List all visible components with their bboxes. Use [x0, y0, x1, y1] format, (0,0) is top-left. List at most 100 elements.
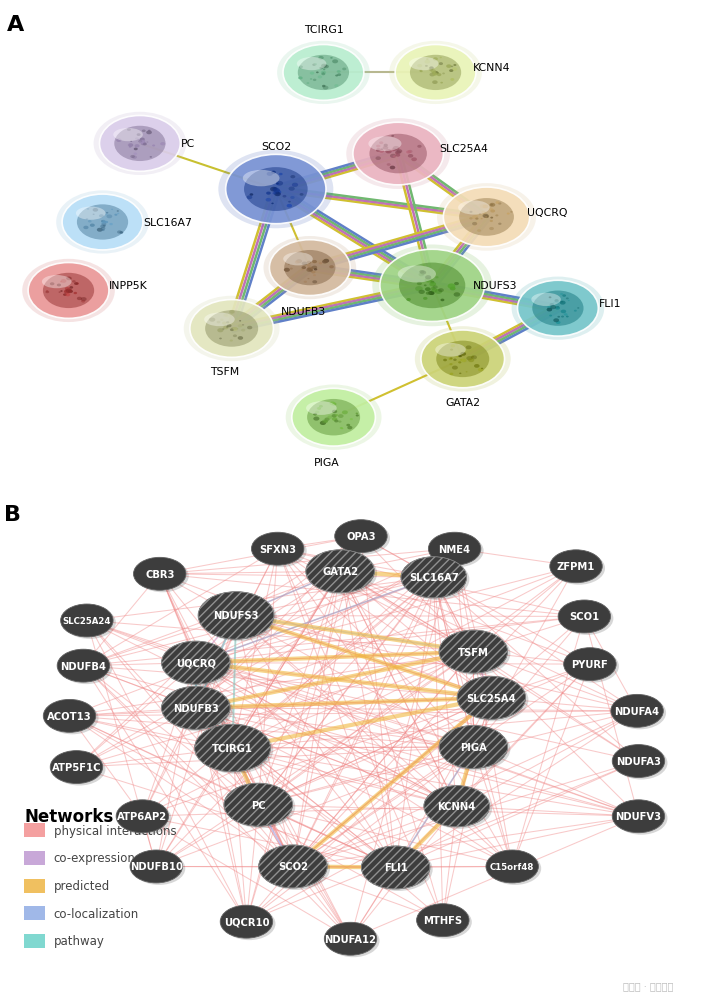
Ellipse shape	[398, 266, 436, 283]
Ellipse shape	[130, 851, 183, 883]
Ellipse shape	[433, 72, 438, 75]
Ellipse shape	[312, 269, 313, 270]
Ellipse shape	[459, 360, 462, 361]
Ellipse shape	[274, 191, 281, 196]
Text: UQCRQ: UQCRQ	[176, 658, 216, 668]
Ellipse shape	[302, 270, 304, 271]
Ellipse shape	[510, 212, 513, 214]
Ellipse shape	[313, 413, 317, 416]
Ellipse shape	[223, 326, 229, 330]
Ellipse shape	[323, 86, 329, 90]
Ellipse shape	[57, 284, 61, 287]
Ellipse shape	[246, 197, 252, 200]
Ellipse shape	[338, 421, 341, 423]
Ellipse shape	[440, 57, 442, 59]
Ellipse shape	[471, 356, 477, 360]
Text: FLI1: FLI1	[599, 299, 621, 309]
Text: co-localization: co-localization	[54, 907, 139, 920]
Ellipse shape	[319, 263, 322, 265]
Ellipse shape	[61, 280, 67, 284]
Ellipse shape	[93, 215, 95, 216]
Ellipse shape	[217, 329, 224, 333]
Text: SLC25A4: SLC25A4	[439, 144, 488, 154]
Ellipse shape	[472, 356, 474, 358]
Ellipse shape	[135, 145, 139, 148]
Ellipse shape	[361, 847, 430, 889]
Ellipse shape	[549, 297, 552, 299]
Ellipse shape	[556, 307, 559, 309]
Ellipse shape	[409, 58, 438, 71]
Text: ATP5F1C: ATP5F1C	[52, 762, 101, 772]
Ellipse shape	[224, 783, 292, 826]
Text: SLC25A4: SLC25A4	[467, 693, 516, 703]
Ellipse shape	[218, 150, 333, 229]
Ellipse shape	[552, 553, 605, 585]
Ellipse shape	[479, 214, 481, 216]
Text: PIGA: PIGA	[460, 742, 487, 752]
Ellipse shape	[311, 271, 316, 274]
Text: NDUFB3: NDUFB3	[280, 306, 326, 316]
Ellipse shape	[419, 271, 424, 274]
Ellipse shape	[329, 266, 334, 269]
Ellipse shape	[115, 215, 118, 217]
Text: physical interactions: physical interactions	[54, 824, 176, 837]
Ellipse shape	[329, 402, 335, 406]
Ellipse shape	[447, 284, 455, 289]
Ellipse shape	[66, 277, 72, 281]
Text: TSFM: TSFM	[458, 647, 489, 657]
Ellipse shape	[481, 219, 483, 220]
Ellipse shape	[481, 212, 486, 215]
Ellipse shape	[337, 74, 341, 77]
Ellipse shape	[324, 260, 329, 264]
Ellipse shape	[332, 403, 336, 406]
Ellipse shape	[318, 408, 321, 410]
Ellipse shape	[466, 372, 467, 373]
Ellipse shape	[65, 294, 70, 297]
Ellipse shape	[435, 72, 439, 75]
Ellipse shape	[481, 368, 484, 370]
Ellipse shape	[612, 800, 665, 832]
Ellipse shape	[87, 209, 89, 211]
Ellipse shape	[224, 314, 228, 317]
Ellipse shape	[331, 414, 336, 418]
Ellipse shape	[322, 420, 328, 424]
Ellipse shape	[66, 290, 69, 292]
Ellipse shape	[97, 229, 103, 233]
Ellipse shape	[486, 851, 538, 883]
Ellipse shape	[379, 142, 383, 145]
Text: CBR3: CBR3	[145, 570, 174, 579]
Text: SCO2: SCO2	[278, 862, 308, 872]
Ellipse shape	[316, 407, 321, 410]
Ellipse shape	[81, 301, 85, 303]
Ellipse shape	[452, 366, 458, 370]
Ellipse shape	[557, 317, 560, 318]
Text: C15orf48: C15orf48	[490, 863, 535, 871]
Ellipse shape	[243, 171, 280, 188]
Ellipse shape	[437, 74, 441, 77]
Ellipse shape	[67, 290, 72, 294]
Ellipse shape	[417, 283, 422, 286]
Ellipse shape	[152, 145, 155, 147]
Ellipse shape	[276, 184, 279, 186]
Ellipse shape	[271, 204, 274, 205]
Text: PC: PC	[181, 139, 195, 149]
Ellipse shape	[287, 205, 292, 209]
Ellipse shape	[93, 112, 186, 176]
Ellipse shape	[395, 45, 476, 101]
Ellipse shape	[249, 194, 253, 197]
Ellipse shape	[380, 149, 383, 151]
Ellipse shape	[274, 188, 277, 191]
Ellipse shape	[101, 221, 103, 223]
Ellipse shape	[518, 281, 598, 337]
Ellipse shape	[566, 316, 569, 318]
FancyBboxPatch shape	[24, 879, 45, 893]
Ellipse shape	[313, 275, 316, 277]
Ellipse shape	[577, 308, 579, 309]
Ellipse shape	[312, 64, 316, 67]
Ellipse shape	[147, 142, 149, 143]
Ellipse shape	[450, 358, 452, 360]
Ellipse shape	[335, 75, 338, 77]
Ellipse shape	[307, 83, 309, 85]
Ellipse shape	[564, 648, 616, 681]
Ellipse shape	[472, 223, 477, 226]
